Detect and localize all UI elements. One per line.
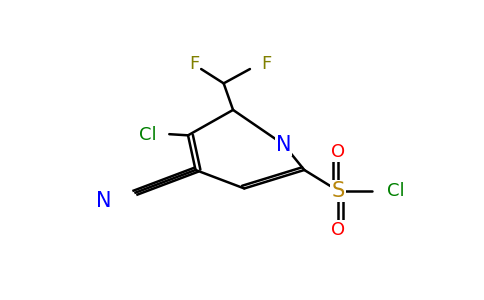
Text: Cl: Cl bbox=[138, 126, 156, 144]
Text: O: O bbox=[331, 221, 345, 239]
Text: O: O bbox=[331, 143, 345, 161]
Text: N: N bbox=[96, 191, 111, 211]
Text: F: F bbox=[189, 55, 199, 73]
Text: S: S bbox=[332, 181, 345, 201]
Text: N: N bbox=[276, 135, 291, 155]
Text: F: F bbox=[261, 55, 272, 73]
Text: Cl: Cl bbox=[387, 182, 405, 200]
